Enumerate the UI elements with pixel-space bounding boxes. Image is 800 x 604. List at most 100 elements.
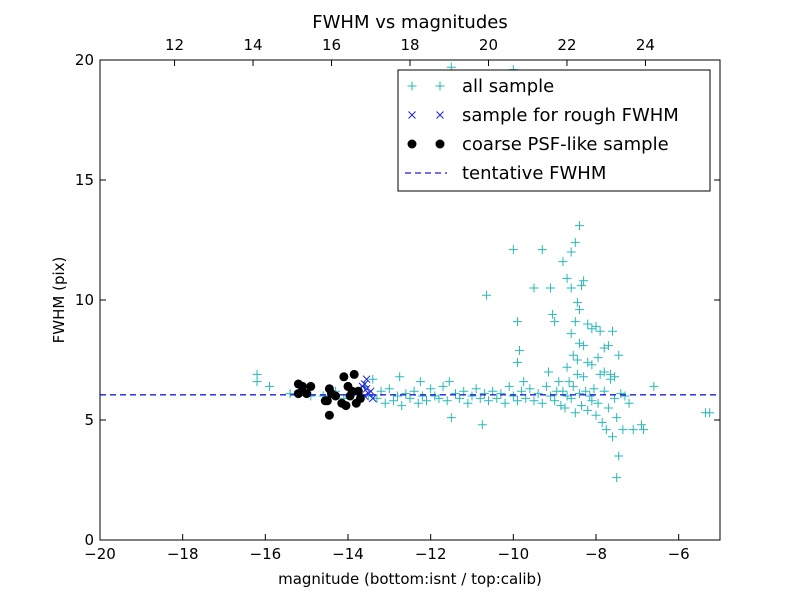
all-sample-point bbox=[512, 357, 522, 367]
all-sample-point bbox=[603, 403, 613, 413]
x-axis-label: magnitude (bottom:isnt / top:calib) bbox=[278, 570, 542, 588]
top-tick-label: 16 bbox=[322, 36, 341, 54]
all-sample-point bbox=[477, 420, 487, 430]
legend-marker-x bbox=[408, 111, 416, 119]
all-sample-point bbox=[519, 377, 529, 387]
coarse-psf-point bbox=[339, 372, 349, 382]
all-sample-point bbox=[612, 473, 622, 483]
all-sample-point bbox=[591, 410, 601, 420]
x-tick-label: −18 bbox=[167, 545, 199, 563]
all-sample-point bbox=[705, 408, 715, 418]
top-tick-label: 24 bbox=[636, 36, 655, 54]
all-sample-point bbox=[614, 350, 624, 360]
coarse-psf-point bbox=[347, 386, 357, 396]
all-sample-point bbox=[533, 389, 543, 399]
all-sample-point bbox=[380, 398, 390, 408]
legend-marker-plus bbox=[435, 81, 445, 91]
coarse-psf-point bbox=[353, 386, 363, 396]
all-sample-point bbox=[546, 391, 556, 401]
all-sample-point bbox=[636, 420, 646, 430]
all-sample-point bbox=[252, 377, 262, 387]
all-sample-point bbox=[614, 451, 624, 461]
coarse-psf-point bbox=[302, 389, 312, 399]
all-sample-point bbox=[558, 257, 568, 267]
all-sample-point bbox=[509, 20, 518, 29]
all-sample-point bbox=[574, 305, 584, 315]
all-sample-point bbox=[512, 396, 522, 406]
all-sample-point bbox=[264, 381, 274, 391]
all-sample-point bbox=[599, 343, 609, 353]
all-sample-point bbox=[368, 374, 378, 384]
top-tick-label: 20 bbox=[479, 36, 498, 54]
plot-area bbox=[100, 20, 720, 483]
all-sample-point bbox=[548, 309, 558, 319]
all-sample-point bbox=[593, 398, 603, 408]
all-sample-point bbox=[620, 391, 630, 401]
all-sample-point bbox=[583, 319, 593, 329]
all-sample-point bbox=[566, 329, 576, 339]
y-tick-label: 15 bbox=[75, 171, 94, 189]
coarse-psf-point bbox=[322, 396, 332, 406]
all-sample-point bbox=[616, 389, 626, 399]
legend-marker-x bbox=[436, 111, 444, 119]
all-sample-point bbox=[577, 401, 587, 411]
all-sample-point bbox=[593, 353, 603, 363]
top-tick-label: 18 bbox=[400, 36, 419, 54]
all-sample-point bbox=[556, 401, 566, 411]
x-tick-label: −10 bbox=[498, 545, 530, 563]
all-sample-point bbox=[467, 391, 477, 401]
all-sample-point bbox=[589, 384, 599, 394]
all-sample-point bbox=[426, 384, 436, 394]
all-sample-point bbox=[608, 326, 618, 336]
all-sample-point bbox=[395, 372, 405, 382]
all-sample-point bbox=[577, 281, 587, 291]
all-sample-point bbox=[537, 398, 547, 408]
rough-fwhm-point bbox=[362, 384, 371, 393]
all-sample-point bbox=[562, 273, 572, 283]
all-sample-point bbox=[444, 377, 454, 387]
top-tick-label: 14 bbox=[243, 36, 262, 54]
coarse-psf-point bbox=[306, 381, 316, 391]
data-marks bbox=[100, 20, 720, 483]
all-sample-point bbox=[550, 396, 560, 406]
coarse-psf-point bbox=[341, 401, 351, 411]
all-sample-point bbox=[583, 405, 593, 415]
all-sample-point bbox=[585, 391, 595, 401]
x-tick-label: −8 bbox=[585, 545, 607, 563]
legend-label-tentative-fwhm: tentative FWHM bbox=[462, 163, 606, 184]
all-sample-point bbox=[562, 391, 572, 401]
legend: all sample sample for rough FWHM coarse … bbox=[397, 69, 711, 192]
all-sample-point bbox=[568, 381, 578, 391]
all-sample-point bbox=[587, 324, 597, 334]
all-sample-point bbox=[574, 338, 584, 348]
all-sample-point bbox=[484, 396, 494, 406]
all-sample-point bbox=[554, 377, 564, 387]
all-sample-point bbox=[583, 357, 593, 367]
all-sample-point bbox=[413, 398, 423, 408]
all-sample-point bbox=[529, 396, 539, 406]
all-sample-point bbox=[562, 362, 572, 372]
all-sample-point bbox=[568, 350, 578, 360]
all-sample-point bbox=[624, 398, 634, 408]
all-sample-point bbox=[415, 377, 425, 387]
coarse-psf-point bbox=[324, 410, 334, 420]
all-sample-point bbox=[515, 345, 525, 355]
legend-symbol-rough-fwhm bbox=[408, 111, 444, 119]
all-sample-point bbox=[608, 432, 618, 442]
all-sample-point bbox=[550, 317, 560, 327]
all-sample-point bbox=[579, 276, 589, 286]
all-sample-point bbox=[570, 408, 580, 418]
all-sample-point bbox=[508, 245, 518, 255]
legend-label-coarse-psf: coarse PSF-like sample bbox=[462, 134, 669, 155]
x-tick-label: −20 bbox=[84, 545, 116, 563]
all-sample-point bbox=[517, 20, 526, 29]
all-sample-point bbox=[500, 398, 510, 408]
y-tick-label: 0 bbox=[84, 531, 94, 549]
all-sample-point bbox=[372, 393, 382, 403]
all-sample-point bbox=[463, 398, 473, 408]
all-sample-point bbox=[471, 384, 481, 394]
axis-ticks: −20 −18 −16 −14 −12 −10 −8 −6 0 5 10 15 20 12 14 16 18 20… bbox=[75, 36, 720, 563]
all-sample-point bbox=[639, 425, 649, 435]
all-sample-point bbox=[566, 283, 576, 293]
